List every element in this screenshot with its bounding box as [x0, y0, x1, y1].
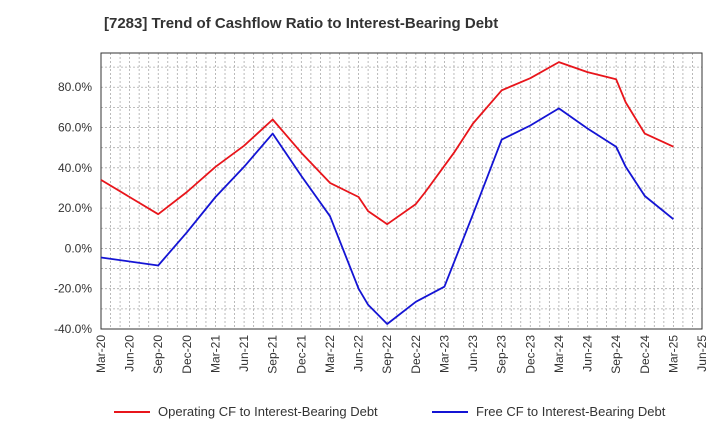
x-tick-label: Jun-20 [123, 335, 137, 372]
x-tick-label: Dec-24 [638, 335, 652, 374]
legend-item-free-cf: Free CF to Interest-Bearing Debt [432, 404, 665, 419]
x-tick-label: Dec-22 [409, 335, 423, 374]
legend-item-operating-cf: Operating CF to Interest-Bearing Debt [114, 404, 378, 419]
x-tick-label: Mar-22 [323, 335, 337, 373]
y-tick-label: 0.0% [65, 241, 93, 255]
y-tick-label: 60.0% [58, 121, 92, 135]
x-tick-label: Sep-20 [151, 335, 165, 374]
x-tick-label: Dec-20 [180, 335, 194, 374]
legend-label-free-cf: Free CF to Interest-Bearing Debt [476, 404, 666, 419]
x-tick-label: Sep-24 [609, 335, 623, 374]
x-tick-label: Mar-23 [437, 335, 451, 373]
y-tick-label: 20.0% [58, 201, 92, 215]
x-tick-label: Sep-23 [495, 335, 509, 374]
x-tick-label: Dec-23 [523, 335, 537, 374]
x-tick-label: Jun-23 [466, 335, 480, 372]
x-tick-label: Jun-22 [352, 335, 366, 372]
legend-swatch-free-cf [432, 410, 468, 413]
y-tick-label: 80.0% [58, 80, 92, 94]
plot-area [100, 52, 703, 330]
x-tick-label: Mar-24 [552, 335, 566, 373]
x-tick-label: Sep-21 [266, 335, 280, 374]
legend-swatch-operating-cf [114, 410, 150, 413]
x-tick-label: Jun-21 [237, 335, 251, 372]
line-chart: -40.0% -20.0% 0.0% 20.0% 40.0% 60.0% 80.0% Mar… [54, 52, 709, 374]
legend-label-operating-cf: Operating CF to Interest-Bearing Debt [158, 404, 378, 419]
x-tick-label: Mar-21 [208, 335, 222, 373]
series-line-operating-cf [100, 61, 674, 226]
y-tick-label: -20.0% [54, 282, 92, 296]
x-tick-label: Dec-21 [294, 335, 308, 374]
x-tick-label: Jun-24 [581, 335, 595, 372]
chart-title: [7283] Trend of Cashflow Ratio to Intere… [104, 15, 499, 32]
x-tick-label: Mar-25 [666, 335, 680, 373]
x-tick-label: Jun-25 [695, 335, 709, 372]
y-tick-label: 40.0% [58, 161, 92, 175]
series-line-free-cf [100, 107, 674, 325]
x-tick-label: Mar-20 [94, 335, 108, 373]
x-tick-label: Sep-22 [380, 335, 394, 374]
legend: Operating CF to Interest-Bearing Debt Fr… [0, 404, 720, 426]
y-tick-label: -40.0% [54, 322, 92, 336]
